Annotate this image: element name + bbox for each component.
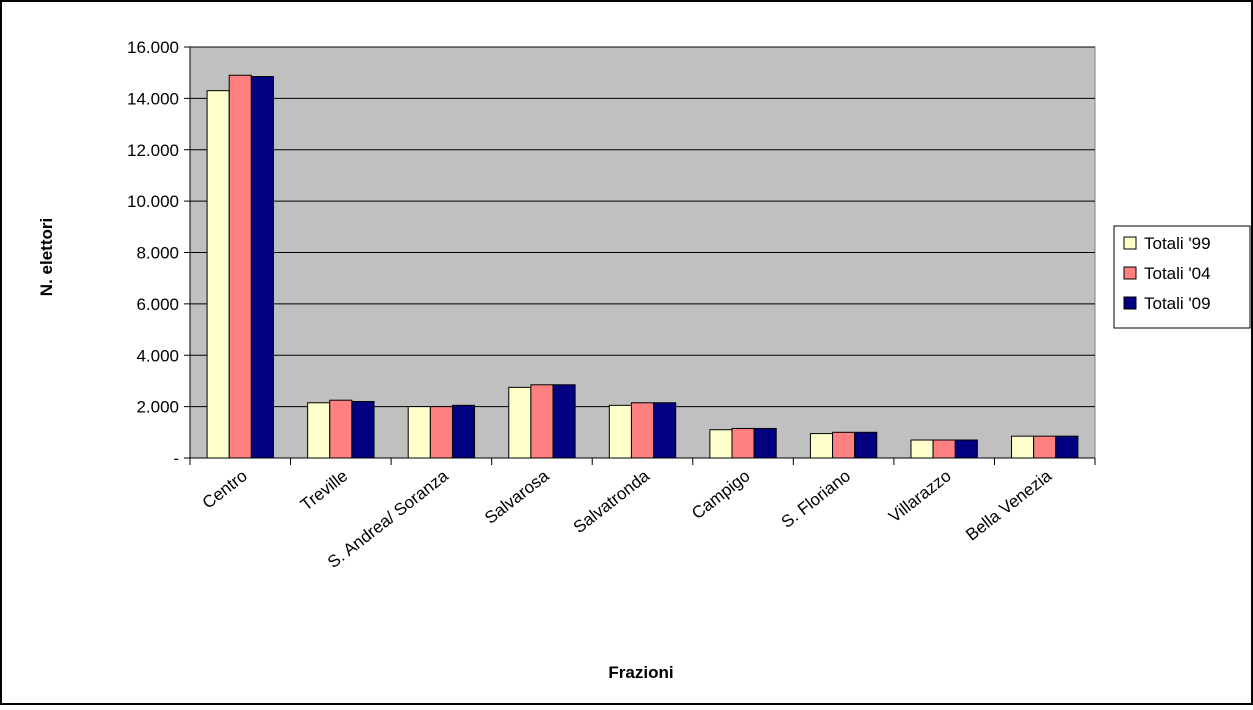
bar xyxy=(731,427,755,459)
bar xyxy=(250,76,274,459)
bar xyxy=(206,90,230,459)
bar xyxy=(429,406,453,459)
bar xyxy=(228,74,252,459)
bar xyxy=(954,439,978,459)
legend-swatch xyxy=(1123,296,1137,310)
legend-label: Totali '04 xyxy=(1144,264,1211,283)
bar xyxy=(608,404,632,459)
bar xyxy=(832,431,856,459)
bar xyxy=(508,386,532,459)
bar xyxy=(451,404,476,459)
axes xyxy=(184,46,1096,465)
legend-swatch xyxy=(1123,266,1137,280)
legend-swatch xyxy=(1123,236,1137,250)
legend-label: Totali '09 xyxy=(1144,294,1211,313)
bar xyxy=(530,384,554,459)
y-tick-label: 12.000 xyxy=(127,141,179,160)
y-tick-label: 8.000 xyxy=(136,244,179,263)
legend: Totali '99 Totali '04 Totali '09 xyxy=(1113,225,1251,329)
bar xyxy=(1055,435,1079,459)
y-tick-label: 4.000 xyxy=(136,346,179,365)
gridlines xyxy=(190,46,1095,408)
bar xyxy=(630,402,655,459)
bar xyxy=(407,406,431,459)
y-tick-label: 14.000 xyxy=(127,89,179,108)
y-tick-label: 16.000 xyxy=(127,38,179,57)
bar xyxy=(753,427,777,459)
bar xyxy=(1033,435,1057,459)
x-axis-title: Frazioni xyxy=(608,663,673,682)
y-tick-label: - xyxy=(173,449,179,468)
y-tick-labels: - 2.000 4.000 6.000 8.000 10.000 12.000 14.000 1… xyxy=(127,38,179,468)
bar xyxy=(552,384,576,459)
legend-label: Totali '99 xyxy=(1144,234,1211,253)
y-tick-label: 2.000 xyxy=(136,398,179,417)
y-tick-label: 10.000 xyxy=(127,192,179,211)
y-axis-title: N. elettori xyxy=(37,218,56,296)
bar xyxy=(709,429,733,459)
bar xyxy=(809,433,834,459)
bar xyxy=(932,439,956,459)
bar xyxy=(653,402,677,459)
bar xyxy=(329,399,353,459)
bar xyxy=(1011,435,1035,459)
bars xyxy=(206,74,1079,459)
bar xyxy=(854,431,878,459)
bar xyxy=(910,439,934,459)
bar xyxy=(351,400,375,459)
bar xyxy=(307,402,331,459)
y-tick-label: 6.000 xyxy=(136,295,179,314)
legend-box xyxy=(1113,225,1251,329)
